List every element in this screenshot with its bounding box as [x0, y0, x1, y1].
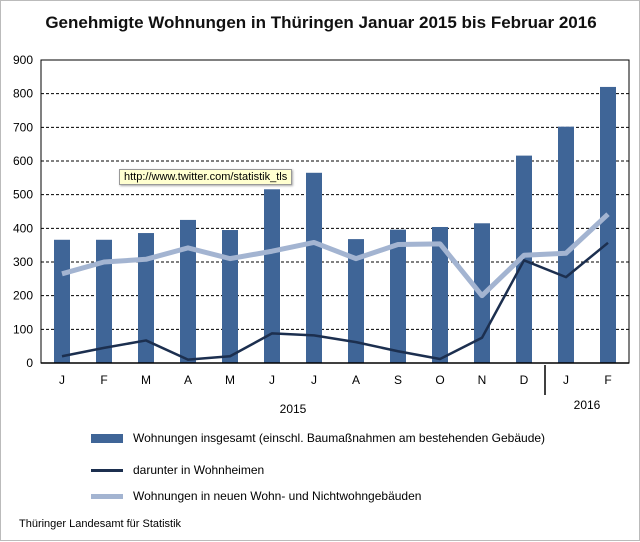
x-tick-label: N — [478, 373, 487, 387]
chart-title: Genehmigte Wohnungen in Thüringen Januar… — [45, 13, 597, 32]
legend-item-total: Wohnungen insgesamt (einschl. Baumaßnahm… — [91, 431, 545, 445]
year-label: 2016 — [574, 398, 601, 412]
x-tick-label: O — [435, 373, 444, 387]
bar — [222, 230, 238, 363]
bar — [54, 239, 70, 363]
legend-swatch-line — [91, 493, 123, 499]
legend-label: Wohnungen in neuen Wohn- und Nichtwohnge… — [133, 489, 422, 503]
legend-item-wohnheime: darunter in Wohnheimen — [91, 463, 264, 477]
plot-border — [40, 59, 630, 364]
bar — [180, 219, 196, 363]
legend-item-neubau: Wohnungen in neuen Wohn- und Nichtwohnge… — [91, 489, 421, 503]
x-tick-label: S — [394, 373, 402, 387]
legend-label: Wohnungen insgesamt (einschl. Baumaßnahm… — [133, 431, 546, 445]
bar — [558, 126, 574, 363]
bar — [600, 86, 616, 363]
y-tick-label: 200 — [13, 289, 33, 303]
bar — [390, 229, 406, 363]
bar — [138, 233, 154, 363]
source-note: Thüringer Landesamt für Statistik — [19, 518, 182, 530]
tooltip: http://www.twitter.com/statistik_tls — [119, 169, 293, 185]
bar — [432, 226, 448, 363]
legend-label: darunter in Wohnheimen — [133, 463, 265, 477]
x-tick-label: M — [141, 373, 151, 387]
x-tick-label: J — [59, 373, 65, 387]
year-label: 2015 — [280, 402, 307, 416]
x-tick-label: F — [100, 373, 107, 387]
bar — [96, 239, 112, 363]
x-tick-label: A — [184, 373, 192, 387]
y-tick-label: 300 — [13, 255, 33, 269]
x-tick-label: A — [352, 373, 360, 387]
y-tick-label: 700 — [13, 120, 33, 134]
y-tick-label: 800 — [13, 87, 33, 101]
bar — [306, 172, 322, 363]
legend-swatch-line — [91, 468, 123, 472]
x-tick-label: D — [520, 373, 529, 387]
legend-swatch-bar — [91, 433, 123, 443]
y-tick-label: 900 — [13, 53, 33, 67]
series-line — [61, 241, 609, 361]
bar — [264, 189, 280, 363]
y-tick-label: 0 — [26, 356, 33, 370]
y-tick-label: 500 — [13, 188, 33, 202]
y-tick-label: 600 — [13, 154, 33, 168]
x-tick-label: M — [225, 373, 235, 387]
bar — [348, 239, 364, 363]
x-tick-label: F — [604, 373, 611, 387]
y-tick-label: 400 — [13, 221, 33, 235]
x-tick-label: J — [269, 373, 275, 387]
y-tick-label: 100 — [13, 322, 33, 336]
x-tick-label: J — [563, 373, 569, 387]
series-line — [61, 212, 610, 299]
x-tick-label: J — [311, 373, 317, 387]
